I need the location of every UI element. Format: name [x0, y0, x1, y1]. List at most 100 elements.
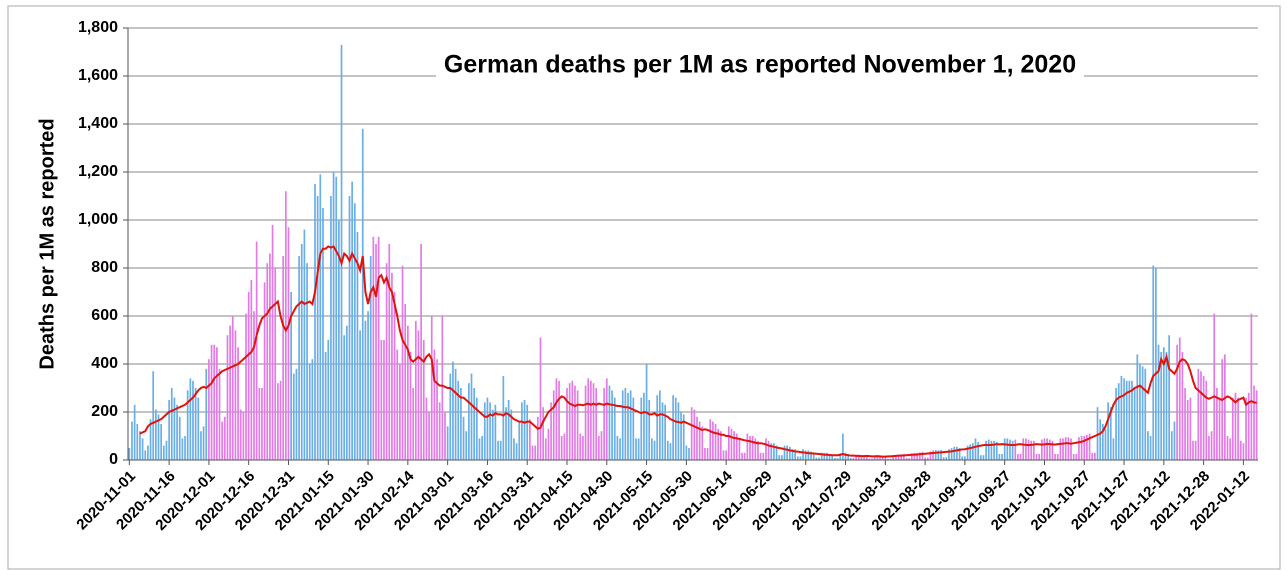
- bar: [237, 347, 239, 460]
- bar: [1075, 454, 1078, 460]
- bar: [189, 378, 192, 460]
- bar: [550, 402, 552, 460]
- bar: [696, 416, 698, 460]
- bar: [1009, 439, 1011, 460]
- bar: [311, 359, 314, 460]
- bar: [857, 454, 860, 460]
- bar: [576, 390, 579, 460]
- bar: [924, 457, 926, 460]
- bar: [746, 433, 749, 460]
- bar: [139, 431, 141, 460]
- bar: [802, 449, 804, 460]
- bar: [804, 450, 807, 460]
- bar: [783, 445, 786, 460]
- bar: [966, 445, 969, 460]
- bar: [995, 442, 998, 460]
- bar: [1051, 440, 1054, 460]
- bar: [932, 450, 934, 460]
- bar: [534, 445, 537, 460]
- bar: [338, 220, 340, 460]
- bar: [918, 452, 921, 460]
- bar: [194, 388, 197, 460]
- bar: [1255, 390, 1258, 460]
- bar: [1202, 376, 1205, 460]
- bar: [1123, 378, 1125, 460]
- bar: [444, 412, 446, 460]
- bar: [948, 449, 950, 460]
- bar: [757, 440, 759, 460]
- bar: [345, 325, 348, 460]
- bar: [1213, 313, 1216, 460]
- y-tick-label: 1,200: [78, 163, 118, 180]
- bar: [1096, 407, 1099, 460]
- bar: [1223, 354, 1226, 460]
- bar: [247, 292, 250, 460]
- bar: [998, 454, 1001, 460]
- bar: [1033, 440, 1035, 460]
- bar: [834, 458, 836, 460]
- bar: [245, 313, 247, 460]
- bar: [608, 385, 611, 460]
- bar: [839, 453, 842, 460]
- bar: [1086, 434, 1088, 460]
- bar: [969, 444, 972, 460]
- bar: [438, 402, 441, 460]
- bar: [462, 416, 465, 460]
- bar: [536, 416, 539, 460]
- bar: [987, 439, 990, 460]
- bar: [956, 446, 958, 460]
- bar: [682, 414, 685, 460]
- bar: [162, 445, 165, 460]
- bar: [1120, 376, 1123, 460]
- bar: [449, 373, 452, 460]
- bar: [796, 456, 799, 460]
- bar: [1059, 438, 1062, 460]
- bar: [1091, 452, 1094, 460]
- y-tick-label: 400: [91, 355, 118, 372]
- bar: [1088, 433, 1091, 460]
- bar: [571, 380, 574, 460]
- bar: [242, 412, 245, 460]
- bar: [765, 438, 767, 460]
- bar: [372, 236, 375, 460]
- bar: [754, 438, 757, 460]
- title-background: [435, 48, 1085, 81]
- bar: [709, 419, 712, 460]
- bar: [680, 412, 682, 460]
- bar: [603, 388, 605, 460]
- bar: [266, 263, 269, 460]
- bar: [788, 446, 791, 460]
- bar: [611, 390, 613, 460]
- bar: [1006, 438, 1009, 460]
- bar: [563, 433, 566, 460]
- bar: [367, 311, 369, 460]
- bar: [521, 402, 523, 460]
- bar: [287, 227, 290, 460]
- bar: [624, 388, 627, 460]
- bar: [295, 368, 298, 460]
- bar: [356, 232, 359, 460]
- bar: [515, 443, 518, 460]
- bar: [664, 404, 666, 460]
- bar: [781, 455, 783, 460]
- bar: [1101, 424, 1104, 460]
- bar: [908, 458, 911, 460]
- bar: [1109, 407, 1112, 460]
- bar: [791, 449, 794, 460]
- bar: [844, 452, 847, 460]
- bar: [852, 458, 855, 460]
- bar: [1160, 352, 1163, 460]
- bar: [778, 455, 781, 460]
- bar: [253, 311, 255, 460]
- bar: [290, 292, 292, 460]
- bar: [749, 436, 751, 460]
- bar: [391, 272, 393, 460]
- bar: [560, 436, 563, 460]
- bar: [369, 256, 372, 460]
- bar: [706, 448, 709, 460]
- bar: [1133, 388, 1136, 460]
- bar: [818, 457, 820, 460]
- bar: [141, 438, 144, 460]
- y-tick-label: 1,600: [78, 67, 118, 84]
- bar: [993, 440, 995, 460]
